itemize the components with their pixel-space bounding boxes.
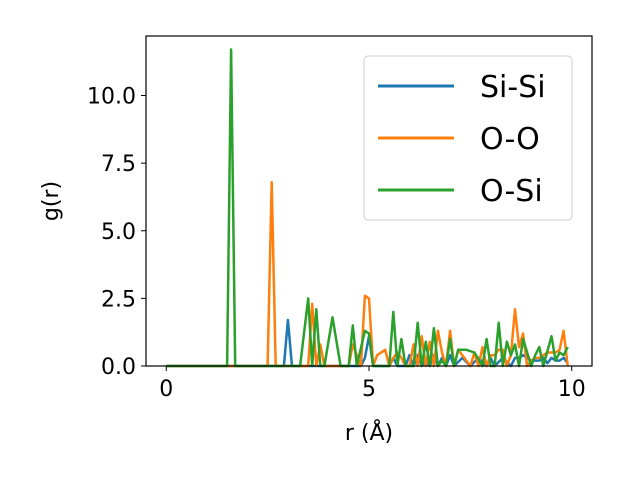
y-axis: 0.0 2.5 5.0 7.5 10.0	[87, 85, 146, 380]
y-tick-label: 0.0	[101, 355, 136, 380]
y-tick-label: 7.5	[101, 152, 136, 177]
x-axis-label: r (Å)	[345, 419, 393, 446]
legend-label-o-si: O-Si	[480, 174, 543, 209]
y-tick-label: 2.5	[101, 287, 136, 312]
x-tick-label: 5	[362, 377, 376, 402]
legend-label-o-o: O-O	[480, 122, 540, 157]
x-axis: 0 5 10	[159, 366, 586, 402]
legend-label-si-si: Si-Si	[480, 70, 546, 105]
legend-box	[363, 55, 573, 221]
y-axis-label: g(r)	[39, 181, 64, 221]
x-tick-label: 10	[558, 377, 586, 402]
x-tick-label: 0	[159, 377, 173, 402]
y-tick-label: 5.0	[101, 220, 136, 245]
legend: Si-Si O-O O-Si	[363, 55, 573, 221]
y-tick-label: 10.0	[87, 85, 136, 110]
series-line-o-si	[166, 48, 569, 368]
